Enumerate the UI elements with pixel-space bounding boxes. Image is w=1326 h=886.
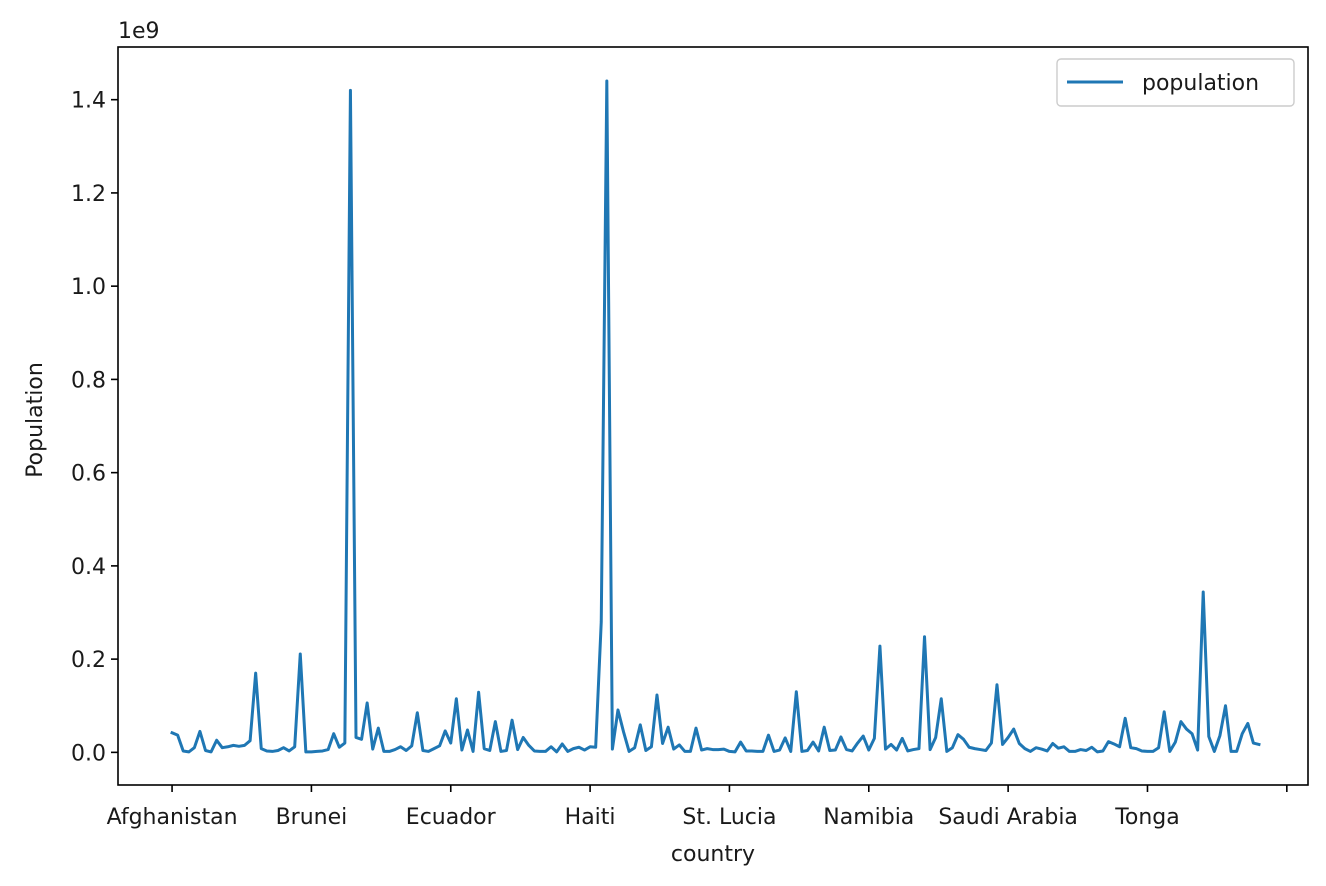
plot-frame [117, 46, 1309, 786]
series-group [170, 79, 1261, 754]
x-axis: Afghanistan Brunei Ecuador Haiti St. Lucia Na… [107, 785, 1288, 830]
y-tick-label: 1.4 [71, 89, 106, 114]
y-tick-label: 0.4 [71, 555, 106, 580]
y-axis: 0.0 0.2 0.4 0.6 0.8 1.0 1.2 1.4 [71, 89, 118, 766]
legend-box [1056, 58, 1295, 107]
y-axis-label: Population [23, 362, 48, 478]
x-tick-label: Namibia [823, 805, 914, 830]
y-tick-label: 0.8 [71, 368, 106, 393]
legend-label-population: population [1142, 71, 1259, 96]
x-tick-label: Haiti [565, 805, 616, 830]
x-tick-label: St. Lucia [682, 805, 776, 830]
y-tick-label: 1.0 [71, 275, 106, 300]
plot-area [118, 47, 1308, 785]
y-tick-label: 1.2 [71, 182, 106, 207]
x-tick-label: Afghanistan [107, 805, 238, 830]
y-tick-label: 0.0 [71, 741, 106, 766]
y-tick-label: 0.6 [71, 462, 106, 487]
x-tick-label: Brunei [276, 805, 348, 830]
legend: population [1056, 58, 1295, 107]
x-tick-label: Ecuador [406, 805, 497, 830]
x-tick-label: Tonga [1114, 805, 1180, 830]
x-axis-label: country [671, 842, 755, 867]
series-line-population [170, 79, 1261, 754]
x-tick-label: Saudi Arabia [938, 805, 1078, 830]
y-axis-offset-text: 1e9 [118, 19, 160, 44]
y-tick-label: 0.2 [71, 648, 106, 673]
